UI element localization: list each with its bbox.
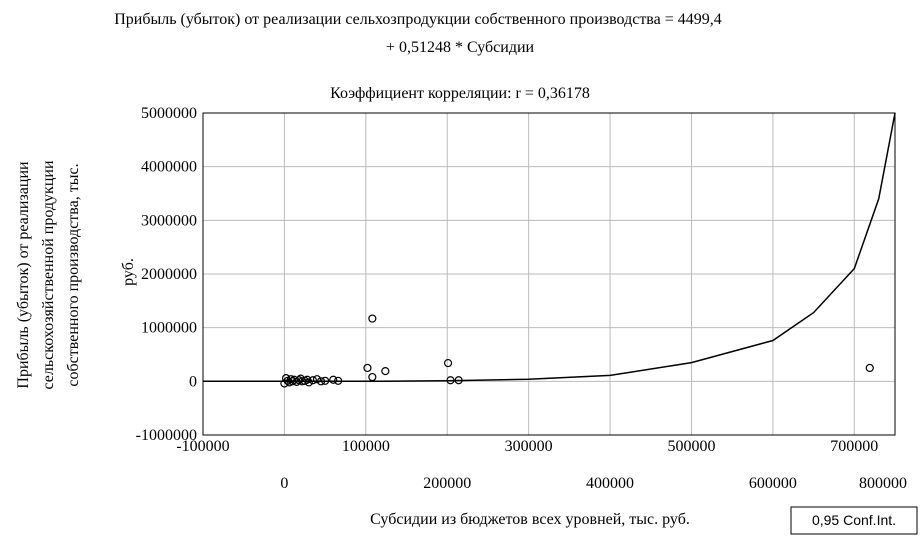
data-point bbox=[454, 376, 463, 385]
data-point bbox=[334, 376, 343, 385]
x-tick-label: 700000 bbox=[830, 438, 878, 455]
data-point bbox=[304, 378, 313, 387]
y-tick-label: 1000000 bbox=[141, 320, 197, 337]
data-point bbox=[321, 376, 330, 385]
x-tick-label: 600000 bbox=[749, 475, 797, 492]
fit-curve bbox=[203, 112, 896, 383]
data-point bbox=[381, 367, 390, 376]
x-tick-label: 400000 bbox=[586, 475, 634, 492]
x-tick-label: 100000 bbox=[342, 438, 390, 455]
x-tick-label: 800000 bbox=[859, 475, 907, 492]
legend-label: 0,95 Conf.Int. bbox=[812, 512, 896, 528]
data-point bbox=[443, 358, 453, 368]
x-tick-label: 300000 bbox=[505, 438, 553, 455]
data-point bbox=[368, 314, 377, 323]
y-tick-label: 0 bbox=[189, 373, 197, 390]
chart-title: + 0,51248 * Субсидии bbox=[386, 39, 535, 56]
x-axis-label: Субсидии из бюджетов всех уровней, тыс. … bbox=[370, 511, 690, 528]
x-tick-label: -100000 bbox=[176, 438, 229, 455]
y-tick-label: -1000000 bbox=[136, 427, 197, 444]
y-tick-label: 3000000 bbox=[141, 212, 197, 229]
data-point bbox=[329, 375, 338, 384]
y-tick-label: 5000000 bbox=[141, 105, 197, 122]
data-point bbox=[368, 372, 377, 382]
data-point bbox=[308, 376, 318, 385]
data-point bbox=[865, 363, 874, 373]
x-tick-label: 500000 bbox=[667, 438, 715, 455]
plot-frame bbox=[202, 112, 896, 436]
data-point bbox=[363, 363, 372, 373]
data-point bbox=[312, 375, 322, 384]
data-point bbox=[316, 377, 326, 386]
chart-subtitle: Коэффициент корреляции: r = 0,36178 bbox=[330, 85, 590, 102]
y-axis-label: сельскохозяйственной продукции bbox=[40, 160, 57, 389]
y-axis-label: руб. bbox=[120, 258, 137, 286]
y-axis-label: собственного производства, тыс. bbox=[65, 163, 82, 386]
legend-box bbox=[790, 506, 918, 535]
x-tick-label: 200000 bbox=[423, 475, 471, 492]
y-tick-label: 2000000 bbox=[141, 266, 197, 283]
chart-title: Прибыль (убыток) от реализации сельхозпр… bbox=[114, 11, 722, 28]
y-axis-label: Прибыль (убыток) от реализации bbox=[15, 161, 32, 389]
y-tick-label: 4000000 bbox=[141, 159, 197, 176]
data-point bbox=[446, 376, 455, 385]
x-tick-label: 0 bbox=[280, 475, 288, 492]
